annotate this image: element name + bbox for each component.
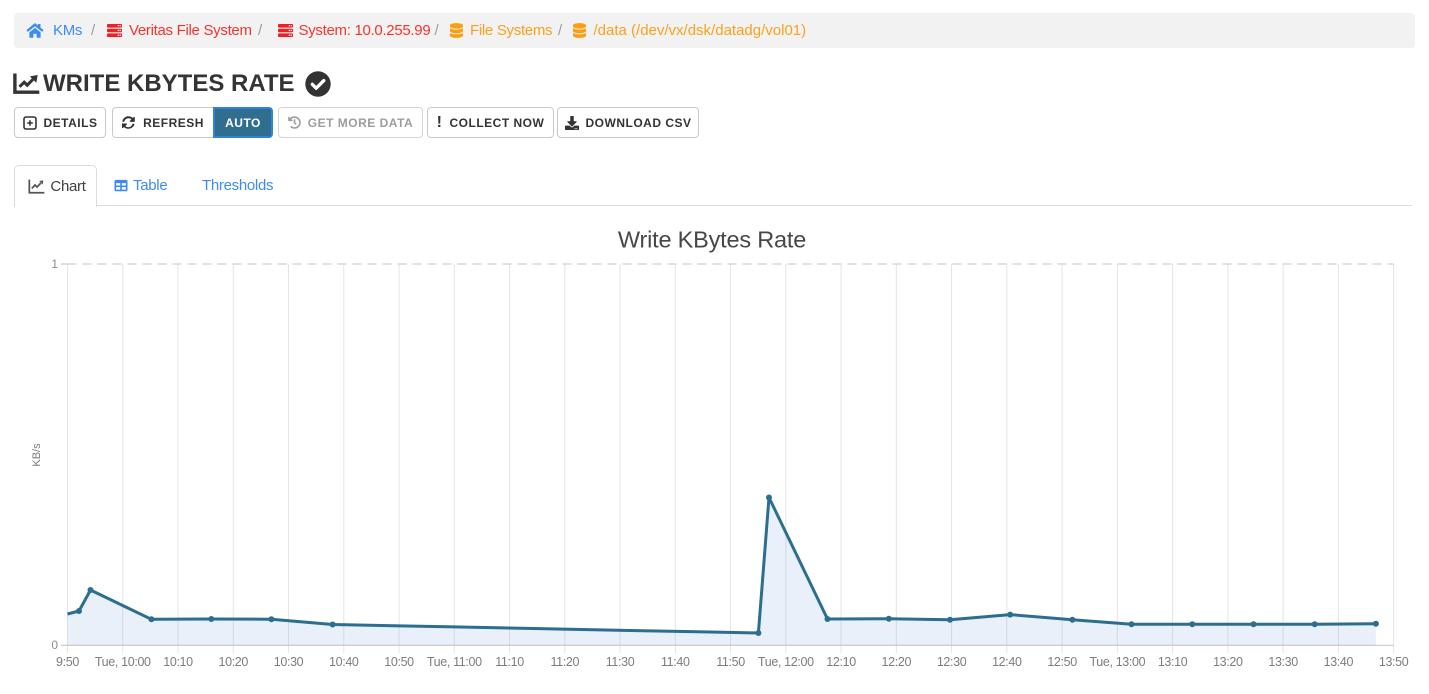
- svg-text:13:20: 13:20: [1213, 655, 1243, 669]
- svg-text:10:10: 10:10: [163, 655, 193, 669]
- svg-text:11:40: 11:40: [661, 655, 690, 669]
- svg-text:KB/s: KB/s: [31, 443, 43, 467]
- svg-text:11:10: 11:10: [495, 655, 524, 669]
- svg-text:12:40: 12:40: [992, 655, 1022, 669]
- svg-text:13:50: 13:50: [1379, 655, 1409, 669]
- svg-text:1: 1: [51, 257, 58, 271]
- svg-text:12:30: 12:30: [937, 655, 967, 669]
- svg-text:11:30: 11:30: [606, 655, 635, 669]
- svg-text:0: 0: [51, 638, 58, 652]
- svg-text:13:40: 13:40: [1324, 655, 1354, 669]
- svg-text:9:50: 9:50: [56, 655, 79, 669]
- svg-text:Tue, 13:00: Tue, 13:00: [1089, 655, 1145, 669]
- svg-text:13:30: 13:30: [1268, 655, 1298, 669]
- svg-text:Tue, 11:00: Tue, 11:00: [427, 655, 482, 669]
- svg-text:12:50: 12:50: [1047, 655, 1077, 669]
- svg-text:10:30: 10:30: [274, 655, 304, 669]
- svg-text:12:20: 12:20: [882, 655, 912, 669]
- svg-text:10:40: 10:40: [329, 655, 359, 669]
- svg-text:10:20: 10:20: [218, 655, 248, 669]
- svg-text:12:10: 12:10: [826, 655, 856, 669]
- svg-text:Tue, 12:00: Tue, 12:00: [758, 655, 814, 669]
- svg-text:Tue, 10:00: Tue, 10:00: [95, 655, 151, 669]
- svg-text:11:20: 11:20: [550, 655, 579, 669]
- svg-text:13:10: 13:10: [1158, 655, 1188, 669]
- svg-text:11:50: 11:50: [716, 655, 745, 669]
- svg-text:10:50: 10:50: [384, 655, 414, 669]
- svg-text:Write KBytes Rate: Write KBytes Rate: [618, 227, 806, 253]
